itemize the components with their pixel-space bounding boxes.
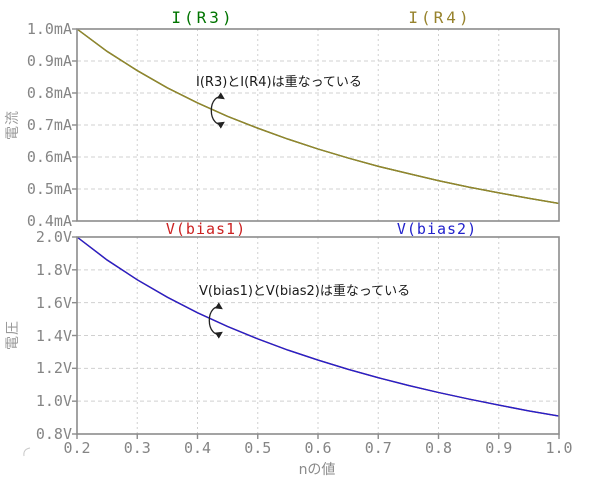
y-tick-label: 0.4mA: [26, 212, 72, 230]
y-tick-label: 1.0V: [35, 392, 72, 411]
x-tick-label: 0.6: [304, 439, 332, 457]
voltage-grid: [77, 237, 559, 434]
y-tick-label: 0.7mA: [26, 116, 72, 134]
overlap-annotation-current: I(R3)とI(R4)は重なっている: [196, 75, 362, 90]
x-tick-label: 0.8: [424, 439, 453, 457]
overlap-annotation-voltage: V(bias1)とV(bias2)は重なっている: [199, 284, 411, 299]
xlabel: nの値: [298, 462, 336, 478]
trace-V(bias2): [76, 236, 560, 417]
y-tick-label: 1.2V: [35, 359, 72, 378]
current-panel: [72, 28, 560, 222]
panels-layer: [72, 28, 560, 439]
x-axis-ticks: [76, 434, 560, 439]
y-tick-label: 0.8V: [35, 425, 72, 443]
current-grid: [77, 29, 559, 221]
current-yticks: [72, 28, 77, 222]
overlap-arrow-icon: [208, 302, 223, 339]
current-traces: [76, 28, 560, 205]
y-tick-label: 1.0mA: [26, 20, 72, 38]
trace-title-vbias1: V(bias1): [165, 220, 247, 238]
voltage-yticks: [72, 236, 77, 435]
x-tick-label: 0.3: [123, 439, 151, 457]
y-tick-label: 1.4V: [35, 326, 72, 345]
x-tick-label: 0.7: [364, 439, 392, 457]
trace-I(R4): [76, 28, 560, 205]
trace-title-ir3: I(R3): [171, 8, 235, 27]
trace-title-vbias2: V(bias2): [396, 220, 478, 238]
x-tick-label: 0.5: [244, 439, 272, 457]
y-tick-label: 2.0V: [35, 228, 72, 246]
x-tick-label: 1.0: [545, 439, 573, 457]
x-tick-label: 0.2: [63, 439, 91, 457]
y-tick-label: 0.9mA: [26, 52, 72, 70]
trace-title-ir4: I(R4): [408, 8, 472, 27]
voltage-traces: [76, 236, 560, 417]
y-tick-label: 0.6mA: [26, 148, 72, 166]
y-tick-label: 1.8V: [35, 260, 72, 279]
voltage-panel: [72, 236, 560, 435]
stray-mark: [23, 447, 31, 457]
x-tick-label: 0.4: [183, 439, 212, 457]
y-tick-label: 1.6V: [35, 293, 72, 312]
y-tick-label: 0.8mA: [26, 84, 72, 102]
y-tick-label: 0.5mA: [26, 180, 72, 198]
x-tick-label: 0.9: [485, 439, 513, 457]
overlap-arrow-icon: [210, 92, 225, 129]
